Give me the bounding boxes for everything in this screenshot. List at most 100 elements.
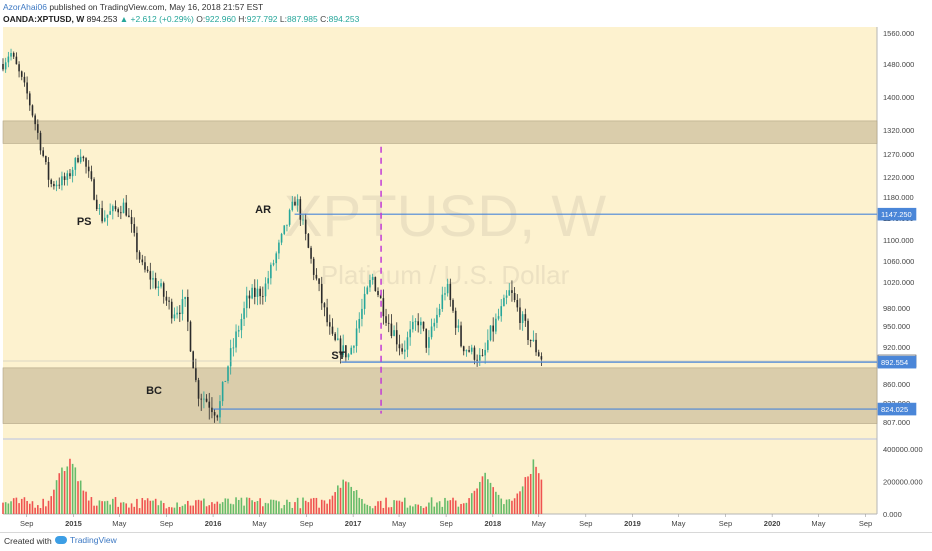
price-axis-label-box	[877, 207, 917, 221]
volume-bar	[462, 503, 465, 514]
volume-bar	[50, 496, 53, 514]
volume-bar	[216, 501, 219, 514]
volume-bar	[101, 501, 103, 514]
candle-body	[425, 328, 428, 348]
volume-bar	[500, 498, 503, 514]
candle-body	[337, 338, 339, 340]
price-axis-tick-label: 1270.000	[883, 150, 914, 159]
open-value: 922.960	[205, 14, 236, 24]
candle-body	[363, 293, 366, 309]
candle-body	[53, 183, 55, 187]
candle-body	[339, 338, 342, 355]
time-axis-tick-label: Sep	[439, 519, 452, 528]
volume-bar	[82, 490, 85, 514]
price-axis-label-box	[877, 402, 917, 416]
volume-bar	[511, 500, 513, 514]
watermark-symbol: XPTUSD, W	[284, 184, 606, 249]
candle-body	[334, 333, 336, 340]
candle-body	[200, 398, 203, 400]
volume-bar	[334, 492, 336, 514]
volume-bar	[117, 506, 119, 514]
candle-body	[15, 56, 18, 65]
time-axis-tick-label: May	[532, 519, 546, 528]
candle-body	[366, 287, 369, 294]
volume-bar	[187, 500, 189, 514]
volume-bar	[61, 467, 63, 514]
candle-body	[106, 214, 109, 218]
time-axis-tick-label: 2019	[624, 519, 641, 528]
candle-body	[291, 201, 294, 211]
candle-body	[310, 247, 312, 259]
time-axis-tick-label: May	[671, 519, 685, 528]
volume-bar	[55, 480, 58, 514]
volume-bar	[128, 507, 130, 514]
volume-bar	[519, 491, 521, 514]
publish-line: AzorAhai06 published on TradingView.com,…	[3, 2, 263, 12]
candle-body	[503, 297, 505, 307]
volume-bar	[47, 500, 50, 514]
candle-body	[208, 401, 211, 408]
volume-bar	[398, 500, 401, 514]
volume-bar	[382, 507, 385, 514]
volume-bar	[170, 507, 173, 514]
volume-bar	[109, 504, 111, 514]
volume-bar	[425, 506, 428, 514]
volume-bar	[438, 501, 441, 514]
tradingview-brand[interactable]: TradingView	[55, 535, 117, 545]
candle-body	[401, 348, 403, 352]
volume-bar	[181, 505, 184, 514]
candle-body	[256, 288, 259, 297]
volume-bar	[178, 506, 181, 514]
support-resistance-zone	[2, 120, 878, 144]
close-label: C:	[320, 14, 329, 24]
candle-body	[283, 225, 286, 234]
volume-bar	[98, 500, 101, 514]
candle-body	[462, 346, 465, 352]
candle-body	[133, 224, 136, 233]
volume-bar	[58, 473, 61, 514]
candle-body	[417, 321, 419, 326]
volume-bar	[149, 500, 152, 514]
candle-body	[516, 299, 519, 308]
volume-bar	[371, 508, 374, 514]
candle-body	[393, 330, 395, 336]
candle-body	[240, 319, 243, 331]
candle-body	[315, 274, 318, 279]
volume-bar	[385, 497, 387, 514]
volume-bar	[243, 505, 245, 514]
candle-body	[320, 283, 323, 304]
volume-bar	[173, 507, 176, 514]
time-axis-tick-label: 2020	[764, 519, 781, 528]
volume-bar	[165, 508, 168, 514]
price-chart[interactable]: XPTUSD, W Platinum / U.S. Dollar PS AR ST BC 1…	[0, 0, 932, 532]
volume-bar	[478, 481, 481, 514]
volume-bar	[112, 498, 114, 514]
candle-body	[513, 292, 516, 300]
candle-body	[385, 316, 387, 323]
volume-bar	[436, 502, 438, 514]
candle-body	[138, 252, 141, 260]
volume-bar	[390, 507, 393, 514]
published-text: published on TradingView.com, May 16, 20…	[49, 2, 264, 12]
low-value: 887.985	[287, 14, 318, 24]
candle-body	[304, 219, 307, 234]
volume-bar	[521, 486, 524, 514]
volume-bar	[489, 482, 492, 514]
candle-body	[4, 62, 7, 70]
time-axis-tick-label: May	[811, 519, 825, 528]
candle-body	[347, 354, 350, 358]
close-value: 894.253	[328, 14, 360, 24]
time-axis-tick-label: Sep	[719, 519, 732, 528]
author-link[interactable]: AzorAhai06	[3, 2, 47, 12]
candle-body	[178, 312, 181, 315]
volume-bar	[154, 498, 157, 514]
price-axis-label: 1147.250	[881, 210, 912, 219]
volume-bar	[130, 503, 133, 514]
volume-bar	[120, 502, 122, 514]
candle-body	[428, 337, 430, 348]
volume-bar	[307, 502, 310, 514]
chart-header: AzorAhai06 published on TradingView.com,…	[0, 0, 932, 26]
watermark-description: Platinum / U.S. Dollar	[321, 260, 570, 290]
volume-bar	[195, 500, 197, 514]
candle-body	[216, 415, 219, 418]
